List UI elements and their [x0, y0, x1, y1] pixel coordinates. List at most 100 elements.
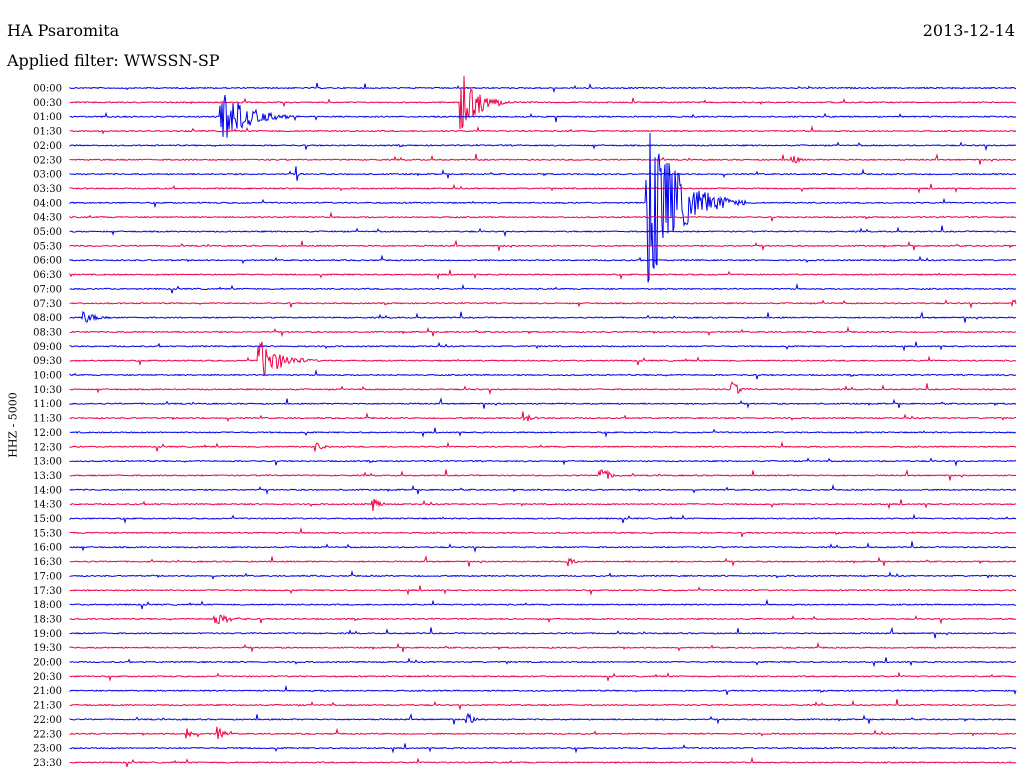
seismic-trace — [69, 282, 1017, 294]
seismic-trace — [69, 440, 1017, 452]
trace-time-label: 00:00 — [33, 84, 62, 95]
date-label: 2013-12-14 — [922, 21, 1015, 40]
seismic-trace — [69, 555, 1017, 567]
seismic-trace — [69, 498, 1017, 512]
trace-time-label: 21:00 — [33, 686, 62, 697]
seismic-trace — [69, 82, 1016, 94]
seismic-trace — [69, 526, 1017, 538]
seismic-trace — [69, 341, 1016, 376]
trace-time-label: 07:00 — [33, 284, 62, 295]
trace-time-label: 10:30 — [33, 385, 62, 396]
seismic-trace — [69, 411, 1017, 423]
seismic-trace — [69, 427, 1017, 438]
trace-time-label: 22:30 — [33, 729, 62, 740]
seismic-trace — [69, 614, 1017, 625]
seismic-trace — [69, 239, 1016, 252]
trace-time-label: 16:00 — [33, 543, 62, 554]
trace-time-label: 01:30 — [33, 127, 62, 138]
seismic-trace — [69, 369, 1017, 380]
seismic-trace — [69, 381, 1017, 396]
trace-time-label: 04:30 — [33, 213, 62, 224]
trace-time-label: 03:30 — [33, 184, 62, 195]
trace-time-label: 20:30 — [33, 672, 62, 683]
seismic-trace — [69, 153, 1016, 165]
seismic-trace — [69, 183, 1017, 194]
seismic-trace — [69, 310, 1017, 323]
trace-time-label: 09:30 — [33, 356, 62, 367]
seismic-trace — [69, 712, 1017, 725]
seismic-trace — [69, 94, 1017, 138]
trace-time-label: 03:00 — [33, 170, 62, 181]
seismic-trace — [69, 468, 1017, 481]
trace-time-label: 14:00 — [33, 485, 62, 496]
seismic-trace — [69, 513, 1017, 525]
trace-time-label: 10:00 — [33, 371, 62, 382]
trace-time-label: 15:00 — [33, 514, 62, 525]
seismic-trace — [69, 756, 1017, 768]
seismic-trace — [69, 699, 1017, 711]
trace-time-label: 06:00 — [33, 256, 62, 267]
seismic-trace — [69, 684, 1017, 695]
trace-time-label: 19:30 — [33, 643, 62, 654]
trace-time-label: 18:00 — [33, 600, 62, 611]
trace-time-label: 13:00 — [33, 457, 62, 468]
seismic-trace — [69, 211, 1017, 222]
trace-time-label: 23:30 — [33, 758, 62, 769]
seismic-trace — [69, 671, 1017, 682]
seismic-trace — [69, 225, 1017, 238]
seismic-trace — [69, 585, 1017, 596]
seismic-trace — [69, 598, 1016, 610]
seismic-trace — [69, 299, 1017, 309]
trace-time-label: 22:00 — [33, 715, 62, 726]
seismic-trace — [69, 325, 1017, 338]
seismic-trace — [69, 541, 1017, 554]
trace-time-label: 00:30 — [33, 98, 62, 109]
seismic-trace — [69, 457, 1016, 467]
seismic-trace — [69, 341, 1017, 352]
trace-time-label: 11:30 — [33, 414, 62, 425]
trace-time-label: 06:30 — [33, 270, 62, 281]
trace-time-label: 05:30 — [33, 241, 62, 252]
seismic-trace — [69, 125, 1017, 135]
trace-time-label: 17:30 — [33, 586, 62, 597]
trace-time-label: 18:30 — [33, 614, 62, 625]
trace-time-label: 15:30 — [33, 528, 62, 539]
seismic-trace — [69, 726, 1017, 739]
trace-time-label: 11:00 — [33, 399, 62, 410]
trace-time-label: 12:00 — [33, 428, 62, 439]
trace-time-label: 20:00 — [33, 658, 62, 669]
seismic-trace — [69, 641, 1017, 653]
trace-time-label: 08:30 — [33, 327, 62, 338]
seismic-trace — [69, 132, 1017, 283]
seismic-trace — [69, 166, 1017, 181]
trace-time-label: 14:30 — [33, 500, 62, 511]
seismic-trace — [69, 483, 1017, 496]
seismic-trace — [69, 269, 1017, 281]
seismic-trace — [69, 397, 1017, 409]
trace-time-label: 09:00 — [33, 342, 62, 353]
filter-subtitle: Applied filter: WWSSN-SP — [7, 51, 220, 70]
station-title: HA Psaromita — [7, 21, 120, 40]
seismic-trace — [69, 626, 1017, 639]
seismic-trace — [69, 254, 1017, 265]
trace-time-label: 07:30 — [33, 299, 62, 310]
seismic-trace — [69, 570, 1017, 580]
trace-time-label: 13:30 — [33, 471, 62, 482]
seismic-trace — [69, 743, 1017, 754]
trace-time-label: 05:00 — [33, 227, 62, 238]
trace-time-label: 04:00 — [33, 198, 62, 209]
seismic-trace — [69, 657, 1017, 668]
trace-time-label: 21:30 — [33, 701, 62, 712]
seismic-trace — [69, 141, 1017, 152]
trace-time-label: 12:30 — [33, 442, 62, 453]
trace-time-label: 08:00 — [33, 313, 62, 324]
trace-time-label: 19:00 — [33, 629, 62, 640]
seismic-trace — [69, 75, 1017, 130]
trace-time-label: 16:30 — [33, 557, 62, 568]
trace-time-label: 02:00 — [33, 141, 62, 152]
trace-time-label: 17:00 — [33, 571, 62, 582]
trace-time-label: 02:30 — [33, 155, 62, 166]
trace-time-label: 23:00 — [33, 744, 62, 755]
trace-time-label: 01:00 — [33, 112, 62, 123]
